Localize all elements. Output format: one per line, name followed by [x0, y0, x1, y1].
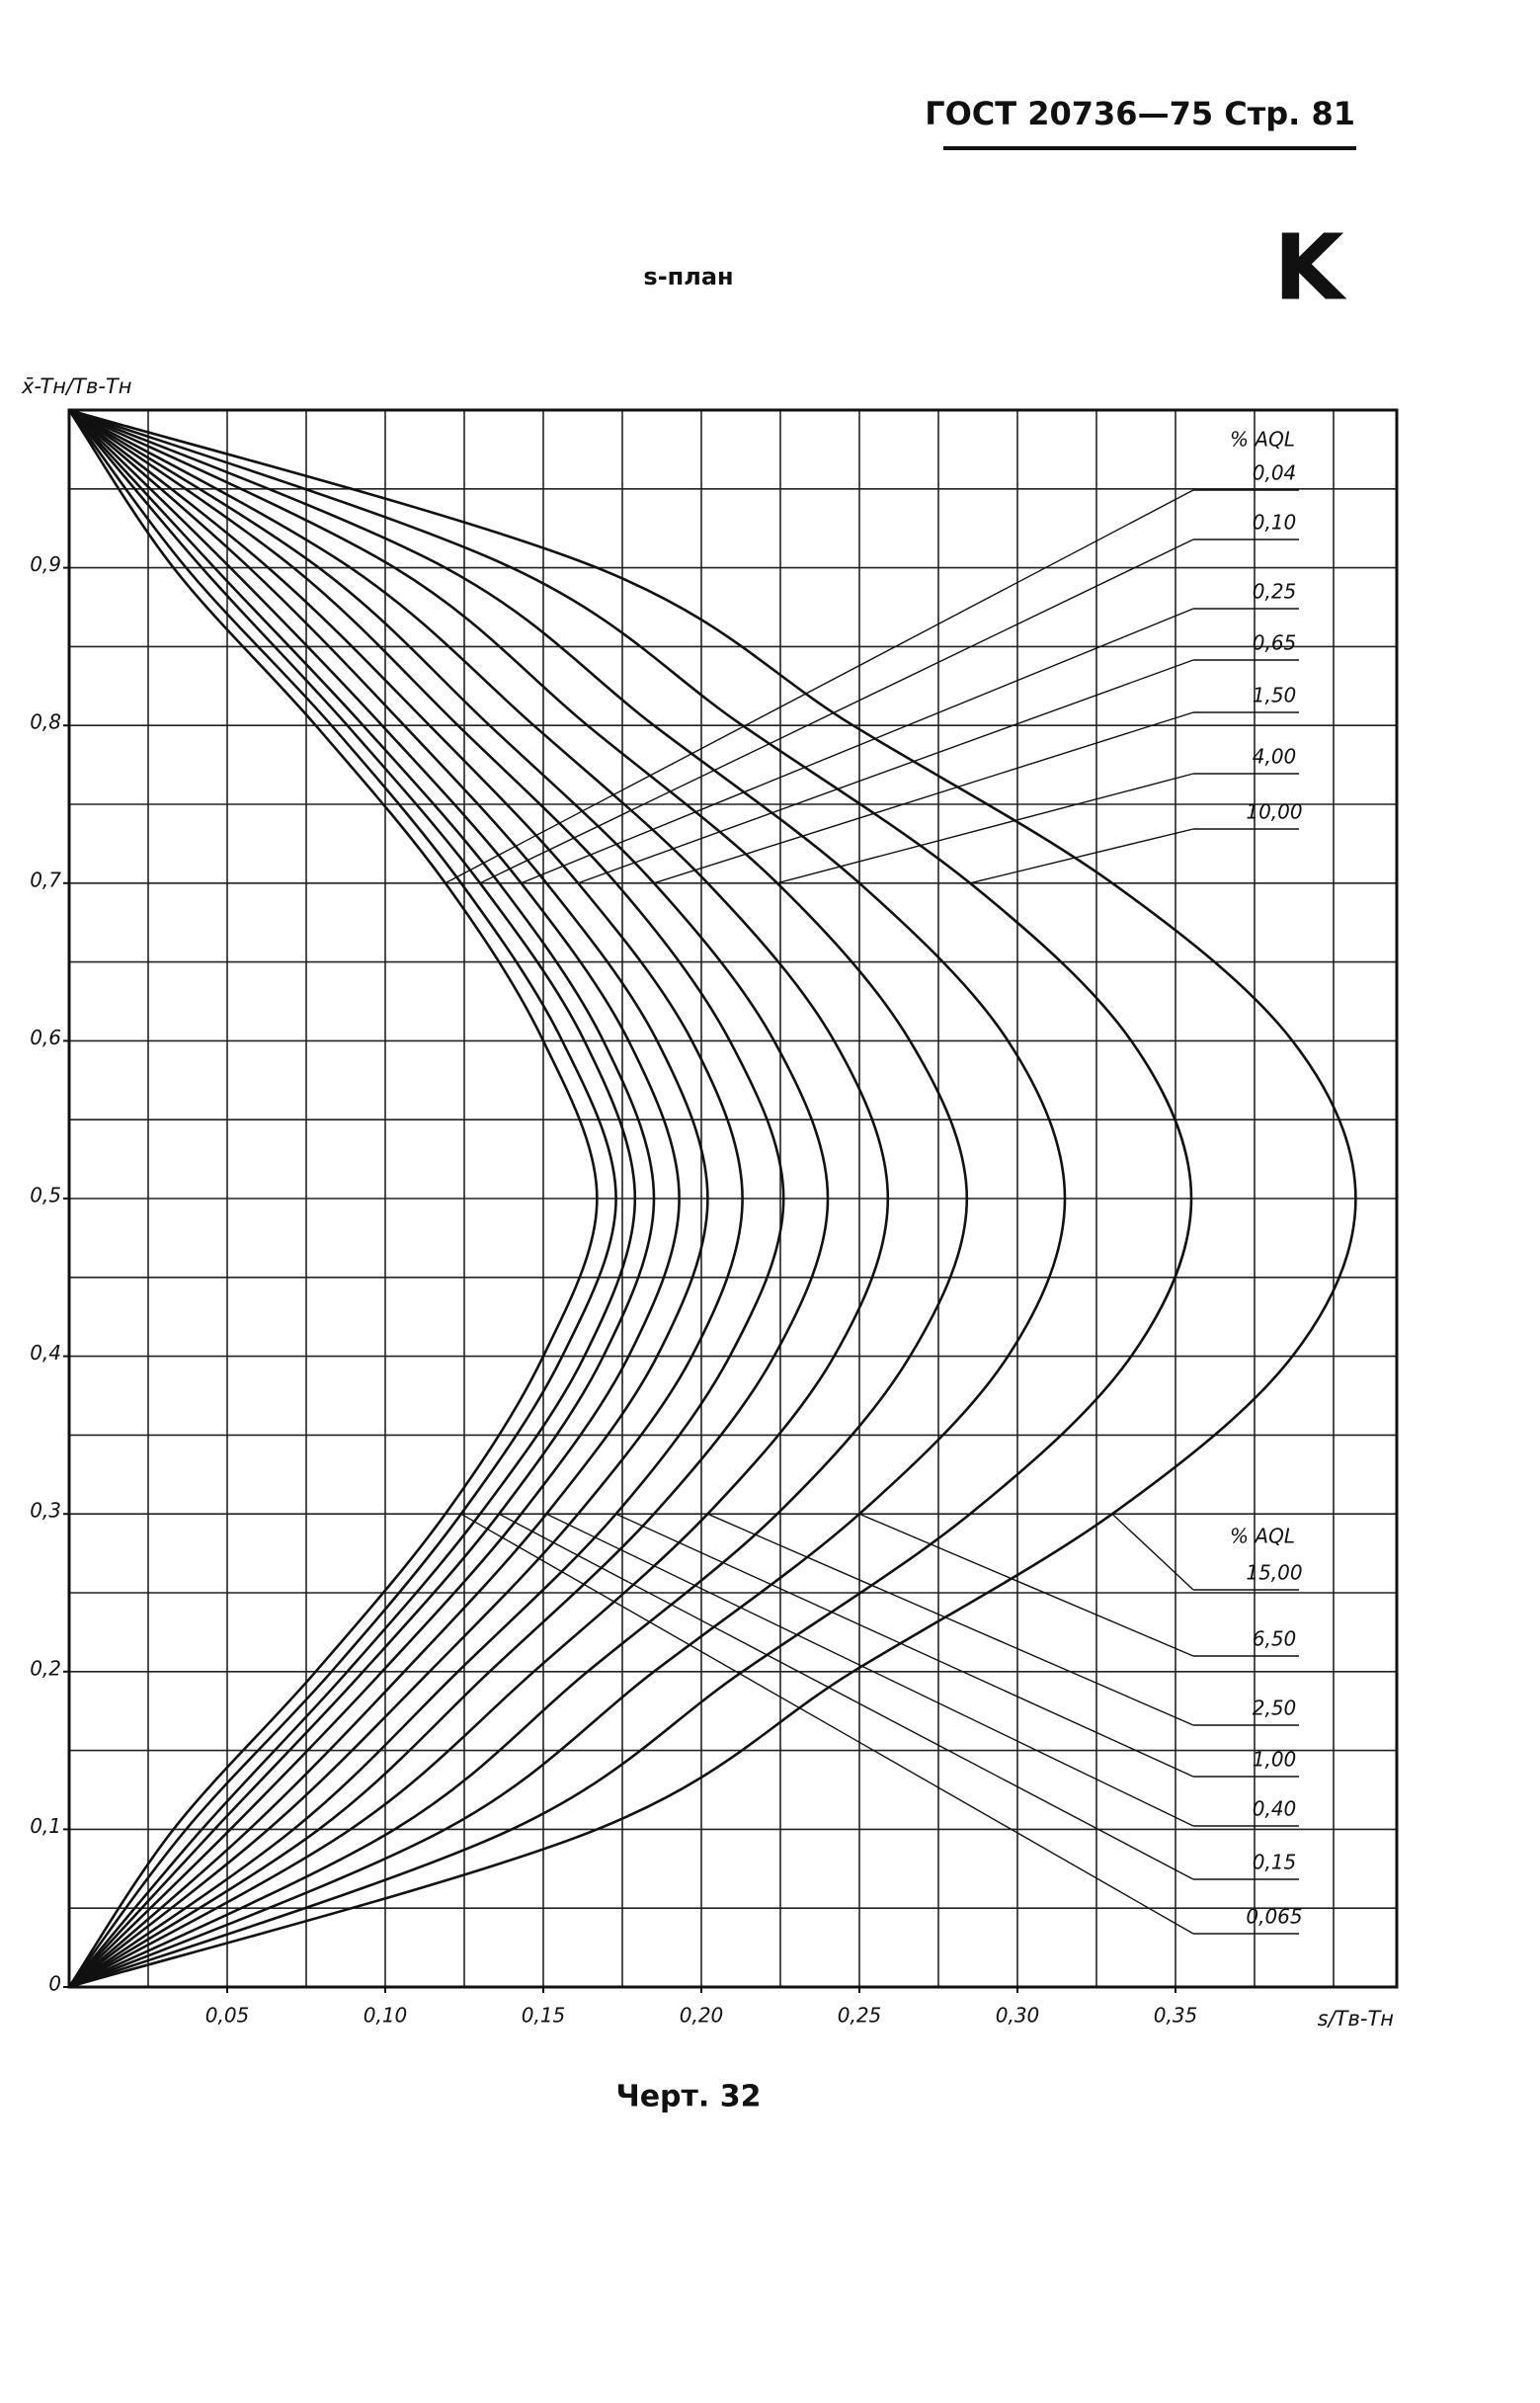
y-tick-label: 0,2: [30, 1656, 61, 1680]
legend-label: 1,50: [1253, 684, 1297, 707]
leader-line: [460, 1513, 1194, 1935]
aql-curve: [68, 409, 681, 1988]
legend-label: 10,00: [1246, 800, 1302, 824]
x-tick-label: 0,30: [996, 2004, 1040, 2028]
legend-label: 15,00: [1246, 1561, 1302, 1585]
y-tick-label: 0,6: [30, 1026, 61, 1049]
legend-label: 1,00: [1253, 1748, 1297, 1772]
aql-curve: [68, 408, 1193, 1989]
section-letter: K: [1273, 214, 1347, 320]
y-tick-label: 0,1: [30, 1814, 61, 1838]
legend-title: % AQL: [1230, 428, 1295, 452]
aql-curve: [68, 408, 1067, 1989]
leader-line: [1111, 1513, 1194, 1591]
aql-curve: [68, 409, 709, 1988]
legend-label: 4,00: [1253, 745, 1297, 769]
aql-curve: [68, 409, 637, 1988]
legend-label: 6,50: [1253, 1627, 1297, 1651]
y-tick-label: 0: [48, 1972, 61, 1996]
legend-label: 0,25: [1253, 580, 1297, 604]
y-tick-label: 0,9: [30, 552, 61, 576]
legend-label: 2,50: [1253, 1697, 1297, 1720]
x-tick-label: 0,25: [838, 2004, 882, 2028]
x-axis-label: s/Tв-Tн: [1318, 2007, 1394, 2030]
legend-label: 0,15: [1253, 1851, 1297, 1874]
caption: Черт. 32: [615, 2080, 761, 2114]
y-tick-label: 0,7: [30, 868, 61, 891]
leader-line: [707, 1513, 1194, 1726]
chart-title: s-план: [643, 263, 733, 290]
leader-line: [615, 1513, 1194, 1778]
leader-line: [498, 1513, 1194, 1880]
page-header: ГОСТ 20736—75 Стр. 81: [925, 95, 1355, 132]
aql-curve: [68, 408, 785, 1989]
y-tick-label: 0,3: [30, 1499, 61, 1523]
leader-line: [776, 773, 1194, 884]
y-tick-label: 0,4: [30, 1341, 61, 1365]
x-tick-label: 0,05: [205, 2004, 250, 2028]
legend-label: 0,04: [1253, 461, 1297, 485]
aql-curve: [68, 408, 830, 1989]
leader-line: [858, 1513, 1194, 1657]
x-tick-label: 0,20: [680, 2004, 724, 2028]
leader-line: [577, 659, 1194, 884]
aql-curve: [67, 409, 617, 1988]
aql-curve: [68, 408, 1357, 1989]
legend-label: 0,065: [1246, 1905, 1302, 1929]
x-tick-label: 0,35: [1154, 2004, 1198, 2028]
x-tick-label: 0,10: [364, 2004, 408, 2028]
leader-line: [969, 828, 1194, 884]
y-axis-label: x̄-Tн/Tв-Tн: [21, 374, 131, 398]
leader-line: [445, 489, 1194, 884]
legend-label: 0,40: [1253, 1797, 1297, 1821]
legend-label: 0,65: [1253, 631, 1297, 655]
aql-curve: [68, 408, 969, 1989]
aql-curve: [68, 408, 890, 1989]
leader-line: [653, 711, 1194, 884]
leader-line: [521, 608, 1194, 884]
legend-title: % AQL: [1230, 1525, 1295, 1548]
y-tick-label: 0,8: [30, 710, 61, 734]
legend-label: 0,10: [1253, 511, 1297, 535]
x-tick-label: 0,15: [522, 2004, 566, 2028]
y-tick-label: 0,5: [30, 1184, 61, 1207]
leader-line: [479, 539, 1194, 884]
leader-line: [545, 1513, 1194, 1827]
aql-curve: [68, 408, 744, 1989]
aql-curve: [67, 409, 599, 1988]
aql-curve: [68, 409, 656, 1988]
